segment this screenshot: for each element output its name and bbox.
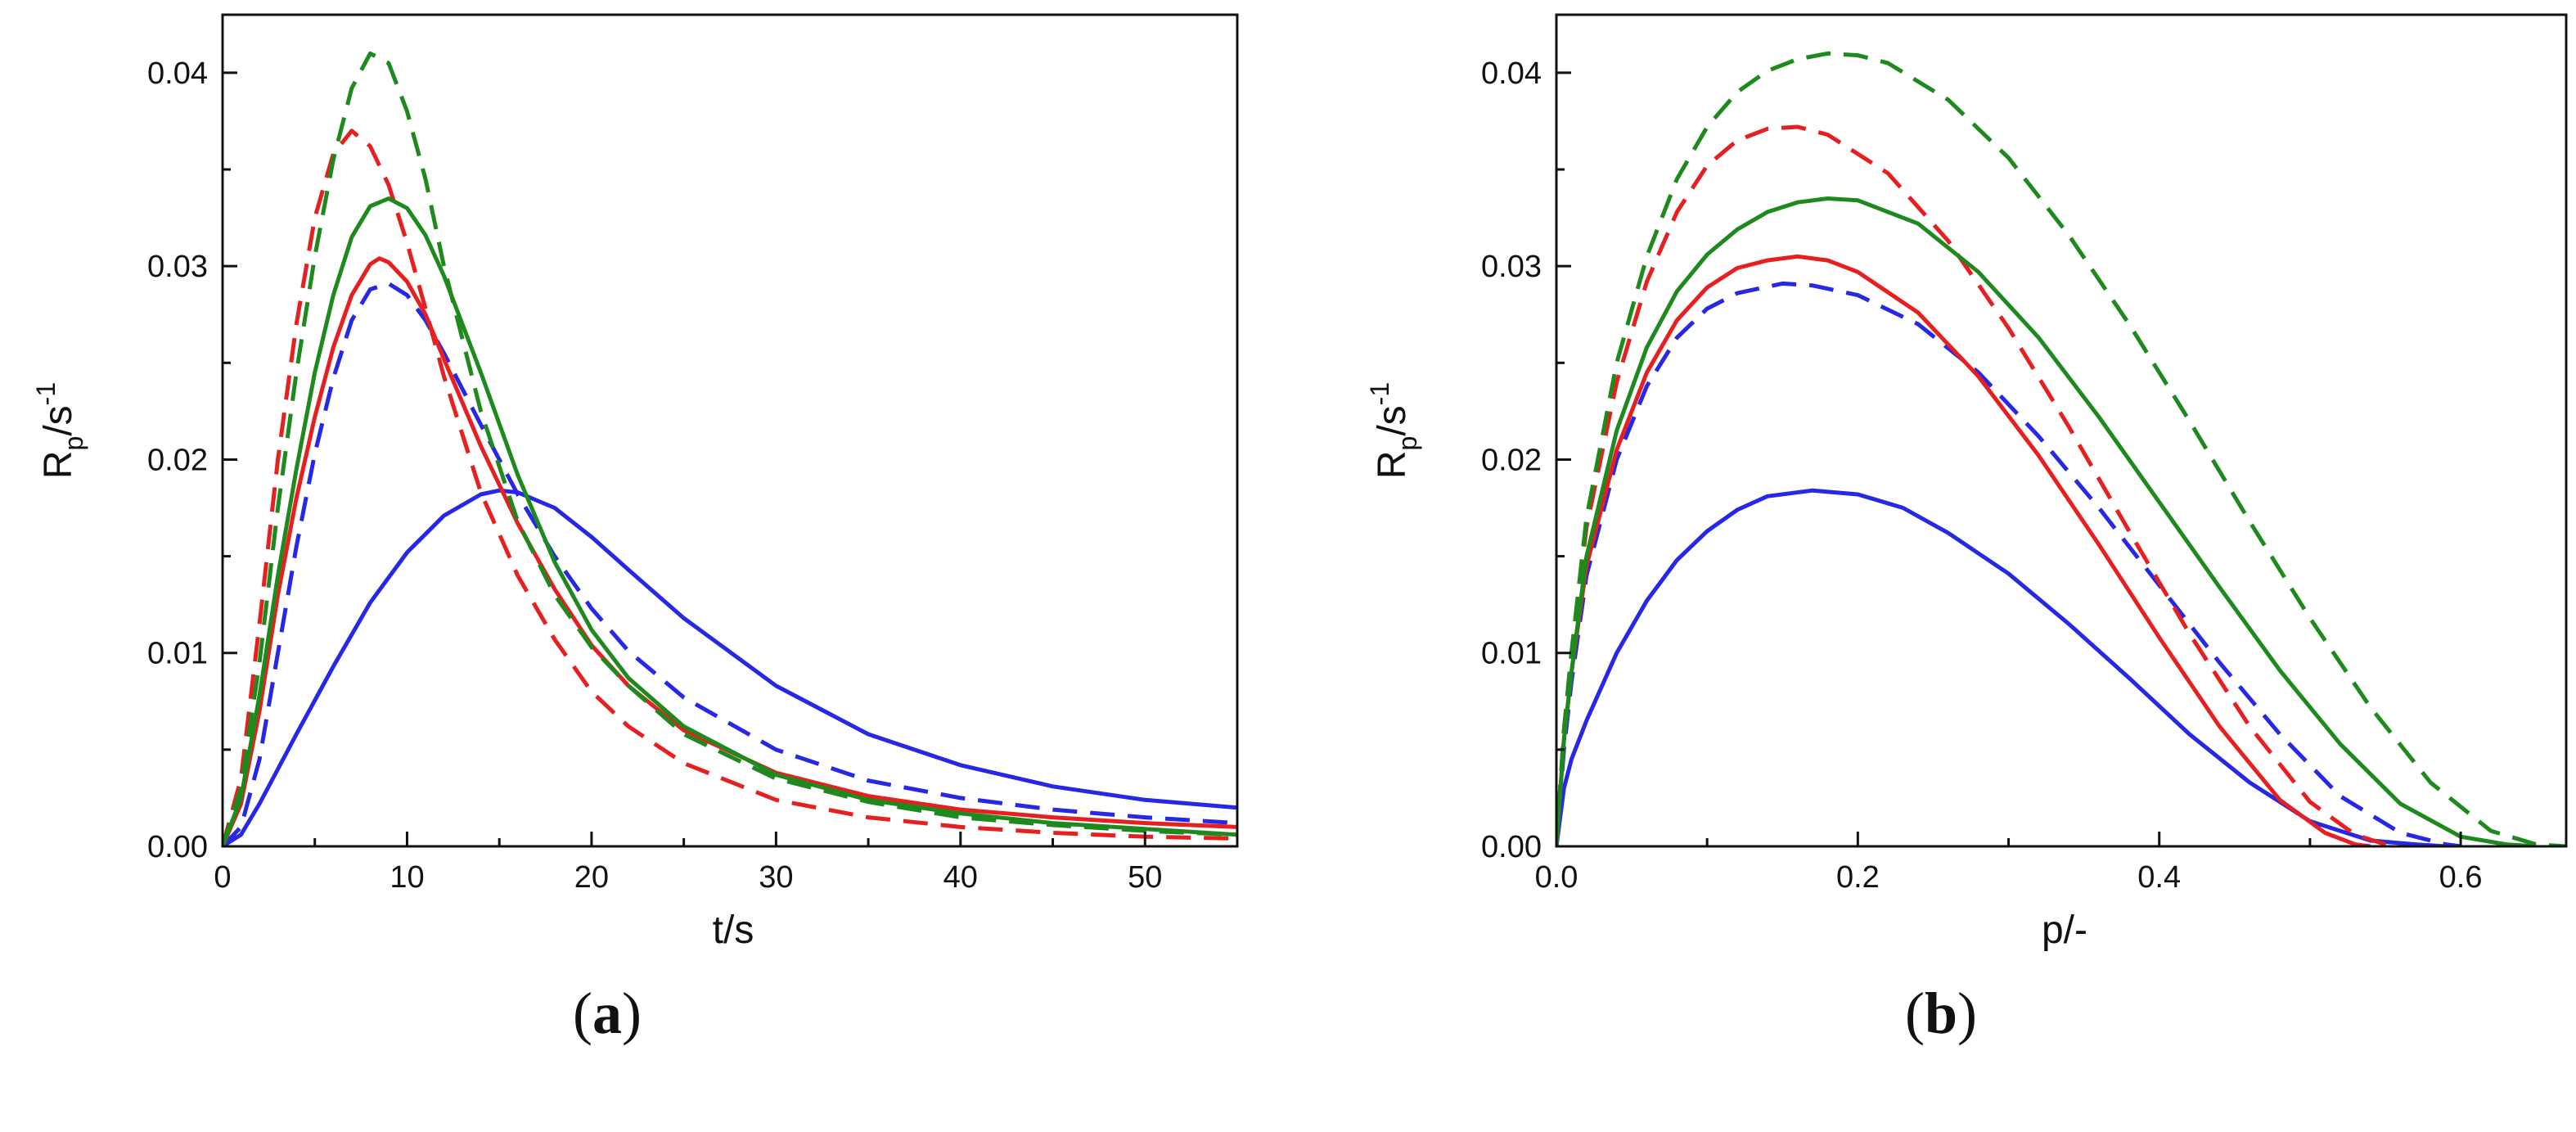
series-line-blue-solid (1556, 488, 2461, 846)
series-group (223, 51, 1237, 846)
y-tick-label: 0.04 (147, 56, 208, 91)
panel-b: 0.0 0.2 0.4 0.6 0.00 0.01 0.02 0.03 0.04 p/- Rp/s-… (1365, 13, 2568, 1046)
y-tick-label: 0.00 (147, 830, 208, 864)
x-tick-label: 30 (759, 860, 793, 895)
plot-frame (221, 13, 1239, 848)
x-tick-label: 20 (574, 860, 609, 895)
y-axis-label: Rp/s-1 (1365, 382, 1422, 479)
y-tick-label: 0.02 (147, 443, 208, 477)
x-tick-label: 40 (943, 860, 978, 895)
x-tick-label: 10 (390, 860, 424, 895)
x-axis-label: p/- (2042, 909, 2087, 952)
y-tick-label: 0.00 (1481, 830, 1542, 864)
y-axis-label: Rp/s-1 (31, 382, 88, 479)
series-line-red-dashed (1556, 124, 2401, 846)
x-axis-label: t/s (713, 909, 754, 952)
x-tick-label: 0.4 (2137, 860, 2181, 895)
series-line-green-dashed (223, 51, 1237, 846)
series-line-red-dashed (223, 129, 1237, 846)
x-tick-label: 0.2 (1836, 860, 1880, 895)
x-tick-label: 0 (214, 860, 231, 895)
panel-a: 0 10 20 30 40 50 0.00 0.01 0.02 0.03 0.04 t/s Rp/s-1… (31, 13, 1239, 1046)
series-line-red-solid (1556, 254, 2371, 846)
x-tick-label: 0.0 (1535, 860, 1578, 895)
y-tick-label: 0.01 (1481, 637, 1542, 671)
series-line-blue-solid (223, 488, 1237, 846)
x-tick-label: 50 (1128, 860, 1162, 895)
y-tick-label: 0.02 (1481, 443, 1542, 477)
y-tick-label: 0.03 (147, 250, 208, 284)
series-line-green-solid (1556, 196, 2537, 846)
panel-label: (b) (1905, 981, 1977, 1046)
series-group (1556, 51, 2566, 846)
series-line-blue-dashed (1556, 281, 2461, 846)
panel-label: (a) (573, 981, 642, 1046)
series-line-blue-dashed (223, 281, 1237, 846)
x-tick-label: 0.6 (2439, 860, 2483, 895)
series-line-green-dashed (1556, 51, 2566, 846)
y-tick-label: 0.01 (147, 637, 208, 671)
y-tick-label: 0.04 (1481, 56, 1542, 91)
series-line-green-solid (223, 196, 1237, 846)
y-tick-label: 0.03 (1481, 250, 1542, 284)
plot-frame (1555, 13, 2568, 848)
